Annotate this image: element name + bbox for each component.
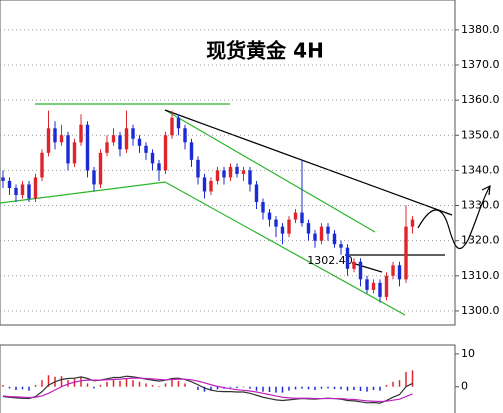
candle-body <box>124 128 129 150</box>
candle-body <box>176 117 181 129</box>
y-tick-label: 1380.0 <box>461 23 500 36</box>
candle-body <box>202 177 207 192</box>
candle-body <box>397 265 402 280</box>
candle-body <box>274 219 278 227</box>
candle-body <box>287 219 291 234</box>
candle-body <box>332 233 337 245</box>
y-tick-label: 1330.0 <box>461 199 500 212</box>
candle-body <box>14 187 18 195</box>
main-frame <box>0 0 456 326</box>
y-tick-label: 1360.0 <box>461 93 500 106</box>
candle-body <box>339 244 343 248</box>
candle-body <box>215 170 220 181</box>
y-tick-label: 1370.0 <box>461 58 500 71</box>
candle-body <box>248 170 252 185</box>
candle-body <box>300 212 304 224</box>
candle-body <box>404 226 408 280</box>
candle-body <box>261 202 265 213</box>
y-tick-label: 10 <box>461 347 475 360</box>
candle-body <box>27 184 31 199</box>
candle-body <box>365 279 369 290</box>
candle-body <box>384 275 389 297</box>
candle-body <box>326 226 330 234</box>
candle-body <box>345 247 350 269</box>
candle-body <box>131 128 135 139</box>
macd-frame <box>0 344 456 413</box>
candle-body <box>46 128 51 153</box>
candle-body <box>72 142 77 164</box>
y-tick-label: 1340.0 <box>461 163 500 176</box>
candle-body <box>53 128 57 143</box>
candle-body <box>371 282 376 290</box>
candle-body <box>85 124 90 171</box>
candle-body <box>1 177 5 181</box>
candle-body <box>313 233 317 241</box>
candle-body <box>118 135 122 150</box>
candle-body <box>391 265 395 276</box>
trendlines <box>0 103 491 316</box>
candle-body <box>241 170 246 174</box>
candle-body <box>163 135 168 171</box>
chart-title: 现货黄金 4H <box>206 39 324 63</box>
candle-body <box>98 152 103 185</box>
macd-line <box>2 375 413 404</box>
annotation: 1302.40 <box>307 254 353 267</box>
macd-line <box>2 377 413 403</box>
candle-body <box>209 180 213 192</box>
candle-body <box>293 212 298 220</box>
candle-body <box>352 261 356 269</box>
candle-body <box>40 152 44 178</box>
candle-body <box>280 226 285 234</box>
y-tick-label: 0 <box>461 380 468 393</box>
trendline <box>164 109 453 216</box>
candle-body <box>235 166 239 174</box>
candle-body <box>7 180 12 188</box>
candle-body <box>306 223 311 234</box>
forecast-curve <box>417 185 491 250</box>
forecast-arrow <box>481 184 491 196</box>
candle-body <box>144 145 148 153</box>
candle-body <box>267 212 272 220</box>
trendline <box>164 181 406 316</box>
candle-body <box>378 282 382 297</box>
trendline <box>0 181 166 204</box>
candle-body <box>254 184 259 203</box>
y-tick-label: 1300.0 <box>461 304 500 317</box>
candle-body <box>196 159 200 178</box>
pointer-line <box>351 262 383 273</box>
candle-body <box>189 142 194 160</box>
candle-body <box>170 117 174 136</box>
candle-body <box>228 166 233 178</box>
y-tick-label: 1310.0 <box>461 269 500 282</box>
trendline <box>164 109 376 233</box>
candle-body <box>105 142 109 153</box>
candle-body <box>137 138 142 146</box>
candle-body <box>79 124 83 143</box>
candle-body <box>410 219 415 227</box>
candle-body <box>33 177 38 199</box>
y-tick-label: 1350.0 <box>461 128 500 141</box>
candle-body <box>358 261 363 280</box>
candle-body <box>20 184 25 195</box>
candle-body <box>111 135 116 143</box>
candle-body <box>150 152 155 164</box>
candle-body <box>222 170 226 178</box>
candle-body <box>66 135 70 164</box>
candle-body <box>157 163 161 171</box>
candle-body <box>59 135 64 143</box>
candle-body <box>319 226 324 241</box>
candle-body <box>92 170 96 185</box>
y-tick-label: 1320.0 <box>461 234 500 247</box>
candle-body <box>183 128 187 143</box>
